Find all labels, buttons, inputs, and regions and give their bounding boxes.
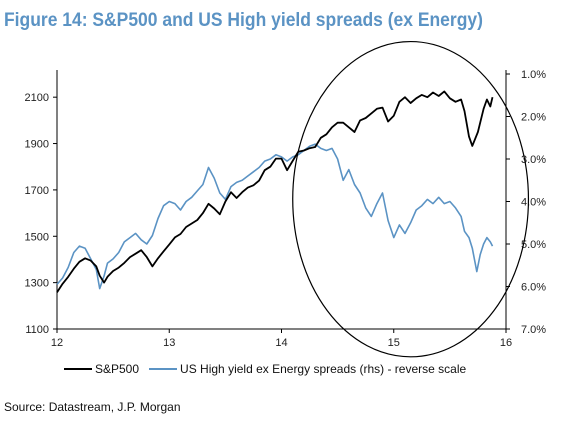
y-right-tick-label: 6.0% [521, 282, 546, 294]
y-left-tick-label: 1700 [25, 185, 49, 197]
legend-swatch-hy [149, 368, 178, 370]
x-tick-label: 16 [500, 337, 512, 349]
legend-label-spx: S&P500 [95, 362, 140, 376]
y-right-tick-label: 7.0% [521, 324, 546, 336]
y-left-tick-label: 1300 [25, 278, 49, 290]
x-tick-label: 12 [51, 337, 63, 349]
chart-title: Figure 14: S&P500 and US High yield spre… [4, 10, 483, 31]
y-left-tick-label: 1500 [25, 231, 49, 243]
legend: S&P500 US High yield ex Energy spreads (… [64, 362, 476, 376]
legend-item-hy: US High yield ex Energy spreads (rhs) - … [149, 362, 466, 376]
legend-label-hy: US High yield ex Energy spreads (rhs) - … [180, 362, 467, 376]
series-line-spx [56, 90, 494, 293]
series-lines [56, 40, 530, 358]
annotation-circle [292, 40, 530, 358]
y-right-tick-label: 1.0% [521, 69, 546, 81]
y-left-tick-label: 2100 [25, 92, 49, 104]
series-line-hy [56, 143, 494, 290]
x-tick-label: 14 [275, 337, 287, 349]
y-right-tick-label: 5.0% [521, 239, 546, 251]
y-right-tick-label: 3.0% [521, 154, 546, 166]
y-right-tick-label: 4.0% [521, 197, 546, 209]
legend-swatch-spx [64, 368, 92, 370]
source-note: Source: Datastream, J.P. Morgan [4, 400, 181, 414]
axes: 12 13 14 15 16 1100 1300 1500 1700 1900 2100 1.0% 2.… [25, 69, 547, 349]
x-tick-label: 13 [163, 337, 175, 349]
x-tick-label: 15 [388, 337, 400, 349]
y-right-tick-label: 2.0% [521, 112, 546, 124]
y-left-tick-label: 1900 [25, 139, 49, 151]
legend-item-spx: S&P500 [64, 362, 139, 376]
y-left-tick-label: 1100 [25, 324, 49, 336]
chart-area: 12 13 14 15 16 1100 1300 1500 1700 1900 2100 1.0% 2.… [25, 40, 547, 358]
